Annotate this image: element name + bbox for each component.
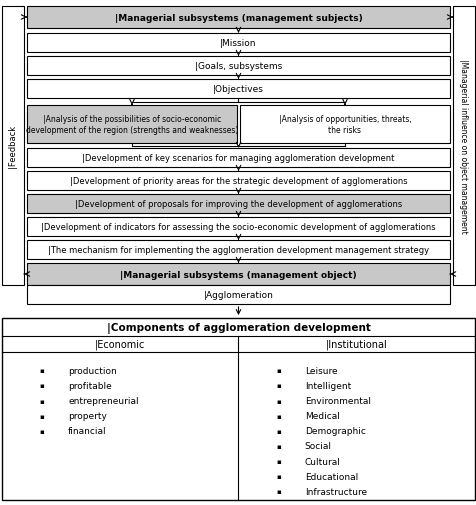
Text: Intelligent: Intelligent xyxy=(304,381,350,390)
Text: Cultural: Cultural xyxy=(304,457,340,466)
Text: |Managerial subsystems (management object): |Managerial subsystems (management objec… xyxy=(120,270,356,279)
Bar xyxy=(239,106,449,144)
Bar xyxy=(452,7,474,285)
Text: |Development of key scenarios for managing agglomeration development: |Development of key scenarios for managi… xyxy=(82,154,394,163)
Text: |Development of priority areas for the strategic development of agglomerations: |Development of priority areas for the s… xyxy=(69,177,407,186)
Text: ▪: ▪ xyxy=(276,428,280,434)
Bar xyxy=(27,218,449,236)
Text: |Managerial influence on object management: |Managerial influence on object manageme… xyxy=(458,59,467,233)
Bar xyxy=(27,264,449,285)
Text: Medical: Medical xyxy=(304,412,339,420)
Bar xyxy=(2,318,474,500)
Bar xyxy=(27,194,449,214)
Bar xyxy=(27,172,449,190)
Text: ▪: ▪ xyxy=(40,413,44,419)
Text: |Development of proposals for improving the development of agglomerations: |Development of proposals for improving … xyxy=(75,199,401,209)
Bar xyxy=(27,34,449,53)
Text: ▪: ▪ xyxy=(276,443,280,449)
Text: ▪: ▪ xyxy=(276,398,280,403)
Text: entrepreneurial: entrepreneurial xyxy=(68,396,139,405)
Bar xyxy=(27,148,449,168)
Text: Demographic: Demographic xyxy=(304,427,365,435)
Text: |The mechanism for implementing the agglomeration development management strateg: |The mechanism for implementing the aggl… xyxy=(48,245,428,255)
Text: ▪: ▪ xyxy=(276,368,280,374)
Bar xyxy=(2,7,24,285)
Text: ▪: ▪ xyxy=(276,473,280,479)
Text: |Agglomeration: |Agglomeration xyxy=(203,290,273,299)
Text: financial: financial xyxy=(68,427,107,435)
Text: |Goals, subsystems: |Goals, subsystems xyxy=(195,62,281,71)
Bar xyxy=(27,285,449,305)
Text: production: production xyxy=(68,366,117,375)
Bar xyxy=(27,7,449,29)
Text: |Mission: |Mission xyxy=(220,39,256,48)
Text: ▪: ▪ xyxy=(276,488,280,494)
Bar xyxy=(27,240,449,260)
Text: |Economic: |Economic xyxy=(95,339,145,349)
Text: ▪: ▪ xyxy=(40,383,44,388)
Text: |Analysis of the possibilities of socio-economic
development of the region (stre: |Analysis of the possibilities of socio-… xyxy=(26,115,238,135)
Text: |Objectives: |Objectives xyxy=(213,85,263,94)
Text: |Development of indicators for assessing the socio-economic development of agglo: |Development of indicators for assessing… xyxy=(41,223,435,231)
Text: ▪: ▪ xyxy=(40,368,44,374)
Text: Environmental: Environmental xyxy=(304,396,370,405)
Text: ▪: ▪ xyxy=(276,383,280,388)
Bar xyxy=(27,57,449,76)
Text: |Managerial subsystems (management subjects): |Managerial subsystems (management subje… xyxy=(114,14,362,22)
Text: property: property xyxy=(68,412,107,420)
Text: Educational: Educational xyxy=(304,472,357,481)
Text: Social: Social xyxy=(304,441,331,450)
Text: |Analysis of opportunities, threats,
the risks: |Analysis of opportunities, threats, the… xyxy=(278,115,410,135)
Text: ▪: ▪ xyxy=(276,413,280,419)
Text: ▪: ▪ xyxy=(276,458,280,464)
Text: Leisure: Leisure xyxy=(304,366,337,375)
Text: |Components of agglomeration development: |Components of agglomeration development xyxy=(106,322,370,333)
Text: |Institutional: |Institutional xyxy=(325,339,387,349)
Text: ▪: ▪ xyxy=(40,398,44,403)
Text: |Feedback: |Feedback xyxy=(9,125,18,168)
Text: ▪: ▪ xyxy=(40,428,44,434)
Text: Infrastructure: Infrastructure xyxy=(304,487,366,496)
Text: profitable: profitable xyxy=(68,381,112,390)
Bar xyxy=(27,80,449,99)
Bar xyxy=(27,106,237,144)
